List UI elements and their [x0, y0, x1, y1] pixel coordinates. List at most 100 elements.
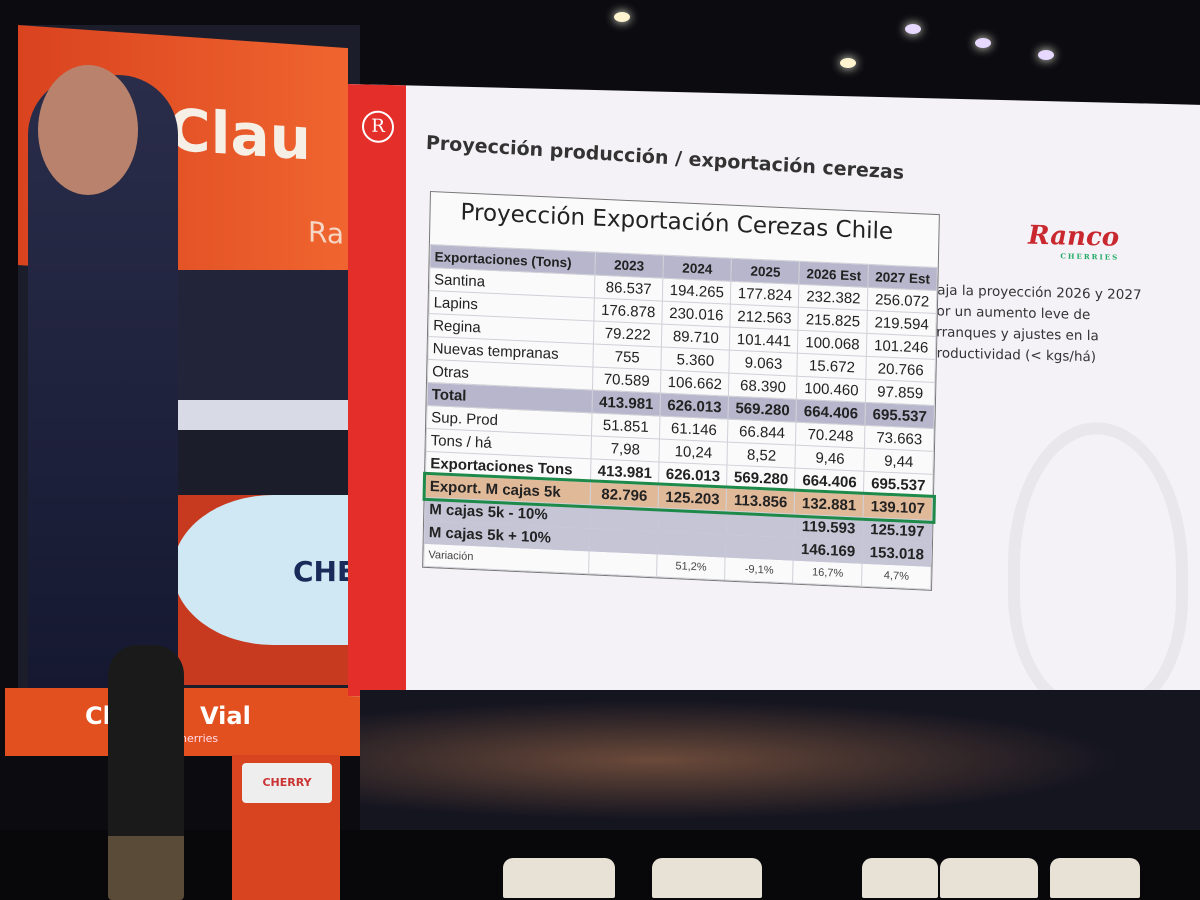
table-cell: 73.663: [864, 425, 934, 452]
table-cell: 664.406: [794, 468, 865, 495]
export-table: Proyección Exportación Cerezas Chile Exp…: [422, 191, 940, 591]
desk: [143, 400, 360, 430]
table-cell: 413.981: [591, 389, 661, 416]
table-cell: 15.672: [797, 353, 867, 380]
table-cell: 755: [592, 343, 662, 371]
table-cell: 664.406: [796, 399, 866, 426]
table-cell: 16,7%: [793, 560, 863, 587]
table-cell: 569.280: [726, 465, 796, 492]
table-cell: 82.796: [590, 481, 659, 508]
chair: [940, 858, 1038, 898]
table-cell: [725, 511, 795, 538]
stage-light: [975, 38, 991, 48]
table-cell: 626.013: [658, 461, 728, 489]
speaker-name: Clau: [168, 95, 311, 174]
table-cell: 113.856: [726, 488, 795, 515]
stage-light: [905, 24, 921, 34]
table-cell: 695.537: [863, 471, 933, 498]
table-cell: 153.018: [862, 540, 932, 567]
table-cell: 626.013: [660, 393, 729, 420]
table-cell: 125.197: [862, 517, 932, 544]
table-cell: 413.981: [590, 458, 660, 485]
chair: [1050, 858, 1140, 898]
table-cell: 215.825: [798, 307, 868, 334]
table-cell: 86.537: [594, 275, 664, 302]
table-cell: 146.169: [793, 537, 863, 564]
table-cell: [589, 527, 658, 554]
speaker-video-screen: Clau Ra CHE: [18, 25, 360, 690]
table-cell: 100.068: [797, 330, 868, 357]
stage-light: [840, 58, 856, 68]
table-cell: 194.265: [662, 278, 732, 305]
table-cell: 4,7%: [861, 563, 932, 590]
table-cell: 176.878: [593, 297, 663, 325]
table-cell: 139.107: [863, 494, 933, 521]
table-cell: 212.563: [730, 304, 799, 331]
bullet-text: Baja la proyección 2026 y 2027 por un au…: [928, 280, 1158, 370]
table-cell: 5.360: [661, 347, 730, 374]
table-cell: 125.203: [658, 484, 727, 512]
lower-third: Cl Vial herries: [5, 688, 365, 756]
table-cell: 61.146: [659, 415, 729, 443]
table-cell: 10,24: [659, 438, 728, 466]
table-cell: 695.537: [865, 402, 935, 429]
table-cell: 101.246: [866, 333, 936, 360]
red-strip: [348, 84, 406, 698]
table-cell: [657, 530, 726, 557]
table-cell: 106.662: [660, 370, 730, 397]
table-cell: 177.824: [730, 281, 800, 308]
name-part: Cl: [85, 702, 111, 730]
table-cell: 569.280: [728, 396, 797, 423]
presentation-slide: R Proyección producción / exportación ce…: [348, 84, 1200, 717]
presenter: [108, 645, 184, 900]
table-cell: 2024: [663, 255, 732, 282]
table-cell: 132.881: [794, 491, 864, 518]
table-cell: 119.593: [793, 514, 864, 541]
event-logo: CHE: [143, 495, 360, 685]
table-cell: 89.710: [661, 324, 731, 351]
table-cell: 20.766: [866, 356, 936, 383]
table-cell: 97.859: [865, 379, 935, 406]
slide-title: Proyección producción / exportación cere…: [425, 131, 905, 184]
table-cell: 51,2%: [656, 553, 726, 580]
table-cell: [725, 534, 794, 561]
speaker-company: Ra: [308, 215, 344, 251]
table-cell: 2026 Est: [799, 261, 869, 288]
table-cell: [657, 507, 727, 535]
table-cell: 7,98: [591, 435, 660, 462]
table-cell: 219.594: [867, 310, 937, 337]
table-cell: 230.016: [662, 301, 731, 328]
name-part: Vial: [200, 702, 251, 730]
table-cell: [588, 550, 658, 577]
table-cell: 2025: [731, 258, 800, 285]
company: herries: [180, 732, 219, 745]
stage-backdrop: [360, 690, 1200, 830]
table-cell: 70.589: [592, 366, 662, 394]
table-cell: 9,46: [795, 445, 865, 472]
table-cell: 51.851: [591, 412, 661, 439]
laptop: [168, 270, 358, 420]
table-cell: 256.072: [867, 287, 937, 314]
speaker-head: [38, 65, 138, 195]
chair: [652, 858, 762, 898]
r-logo: R: [362, 110, 394, 144]
table-cell: -9,1%: [724, 556, 794, 584]
table-cell: 101.441: [729, 327, 799, 354]
table-cell: 68.390: [728, 373, 798, 400]
cherry-watermark-icon: [1008, 420, 1188, 715]
table-cell: 79.222: [593, 320, 663, 348]
table-cell: 232.382: [798, 284, 869, 311]
stage-light: [1038, 50, 1054, 60]
table-cell: 9.063: [729, 350, 798, 377]
table-cell: 66.844: [727, 419, 797, 446]
table-cell: 100.460: [796, 376, 867, 403]
ranco-logo: Ranco CHERRIES: [1028, 220, 1120, 262]
table-cell: 9,44: [864, 448, 934, 475]
chair: [503, 858, 615, 898]
chair: [862, 858, 938, 898]
table-cell: 2023: [594, 252, 664, 279]
podium: CHERRY: [232, 755, 340, 900]
table-cell: [589, 504, 659, 531]
table-cell: 2027 Est: [868, 264, 938, 291]
table-cell: 70.248: [795, 422, 866, 449]
